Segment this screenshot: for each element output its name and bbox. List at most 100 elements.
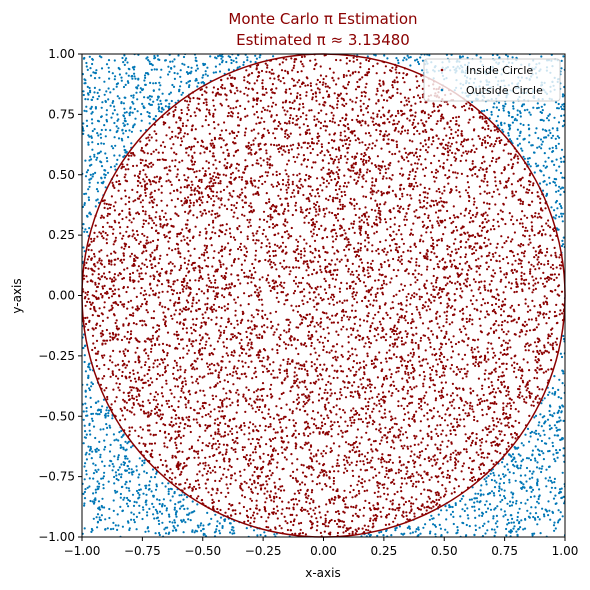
point-inside-circle (491, 156, 494, 160)
point-inside-circle (494, 297, 498, 300)
point-inside-circle (435, 358, 438, 361)
point-inside-circle (354, 213, 357, 217)
point-inside-circle (332, 114, 335, 117)
point-inside-circle (407, 97, 410, 100)
point-inside-circle (136, 269, 139, 272)
point-inside-circle (165, 218, 168, 221)
point-outside-circle (547, 156, 550, 159)
point-inside-circle (442, 165, 445, 169)
point-inside-circle (506, 402, 509, 405)
point-inside-circle (455, 185, 458, 188)
point-inside-circle (468, 457, 472, 460)
point-inside-circle (381, 326, 384, 330)
point-inside-circle (443, 185, 446, 188)
point-inside-circle (533, 234, 536, 237)
point-inside-circle (179, 267, 182, 270)
point-outside-circle (492, 515, 495, 518)
point-outside-circle (548, 409, 551, 413)
point-inside-circle (319, 65, 322, 68)
point-inside-circle (212, 175, 215, 178)
point-inside-circle (444, 276, 447, 279)
point-inside-circle (539, 349, 542, 352)
point-inside-circle (172, 366, 175, 369)
point-inside-circle (330, 420, 333, 423)
point-inside-circle (249, 442, 252, 445)
point-inside-circle (98, 367, 101, 370)
point-inside-circle (262, 106, 265, 109)
point-inside-circle (129, 379, 132, 382)
point-inside-circle (256, 288, 259, 291)
point-inside-circle (369, 386, 372, 389)
point-inside-circle (290, 148, 293, 151)
point-inside-circle (97, 350, 100, 353)
point-inside-circle (178, 179, 181, 182)
point-inside-circle (293, 60, 296, 64)
point-inside-circle (190, 375, 193, 378)
point-inside-circle (270, 88, 273, 91)
point-inside-circle (516, 285, 519, 288)
point-inside-circle (268, 254, 271, 258)
point-inside-circle (353, 157, 356, 160)
point-inside-circle (413, 413, 416, 416)
point-inside-circle (349, 484, 352, 487)
point-inside-circle (502, 202, 505, 205)
point-outside-circle (559, 352, 563, 355)
point-inside-circle (220, 129, 223, 132)
point-inside-circle (183, 371, 186, 374)
point-inside-circle (368, 461, 371, 464)
point-inside-circle (295, 184, 298, 187)
point-inside-circle (317, 426, 320, 430)
point-inside-circle (109, 335, 112, 338)
point-inside-circle (289, 321, 292, 324)
point-inside-circle (213, 250, 216, 253)
point-inside-circle (254, 258, 257, 261)
point-inside-circle (425, 268, 429, 271)
point-outside-circle (532, 470, 535, 473)
point-outside-circle (543, 433, 546, 436)
point-inside-circle (299, 206, 302, 209)
point-inside-circle (488, 283, 491, 286)
point-inside-circle (342, 185, 345, 188)
point-inside-circle (208, 132, 211, 135)
point-inside-circle (336, 212, 340, 216)
point-inside-circle (117, 189, 120, 192)
point-inside-circle (483, 225, 486, 229)
point-inside-circle (300, 183, 303, 186)
point-inside-circle (518, 222, 522, 225)
point-inside-circle (507, 262, 510, 265)
point-inside-circle (471, 160, 474, 163)
point-inside-circle (262, 356, 265, 359)
point-inside-circle (214, 442, 217, 445)
point-inside-circle (161, 290, 164, 293)
point-inside-circle (156, 466, 159, 469)
point-inside-circle (254, 466, 257, 469)
point-inside-circle (270, 373, 273, 376)
point-inside-circle (544, 207, 547, 210)
point-inside-circle (558, 264, 562, 267)
point-inside-circle (312, 161, 315, 164)
point-inside-circle (131, 426, 134, 429)
point-inside-circle (170, 392, 173, 395)
point-inside-circle (230, 504, 233, 507)
point-inside-circle (465, 317, 468, 320)
point-inside-circle (139, 408, 143, 411)
point-inside-circle (198, 375, 201, 378)
point-inside-circle (434, 171, 437, 174)
point-inside-circle (249, 202, 252, 205)
point-outside-circle (558, 448, 562, 452)
point-inside-circle (436, 276, 439, 280)
point-inside-circle (311, 189, 314, 192)
point-inside-circle (201, 277, 204, 280)
point-inside-circle (92, 239, 95, 242)
point-inside-circle (324, 85, 327, 88)
point-inside-circle (251, 474, 254, 477)
point-inside-circle (409, 303, 412, 306)
point-inside-circle (381, 177, 384, 180)
point-inside-circle (252, 459, 255, 462)
point-outside-circle (519, 131, 522, 135)
point-inside-circle (244, 131, 247, 134)
point-inside-circle (278, 63, 281, 66)
point-inside-circle (239, 512, 242, 515)
point-inside-circle (199, 152, 202, 155)
point-outside-circle (82, 418, 85, 421)
